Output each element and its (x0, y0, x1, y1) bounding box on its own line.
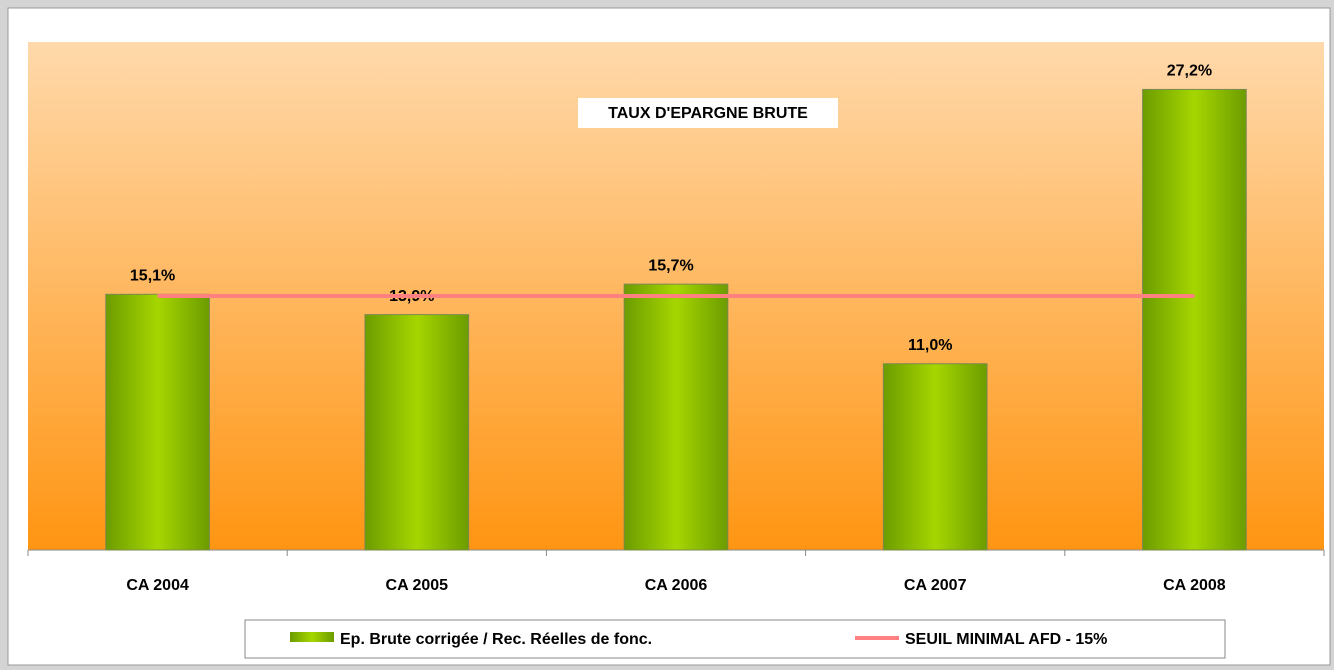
title-box (578, 98, 838, 128)
x-tick-label: CA 2007 (904, 577, 967, 594)
x-tick-label: CA 2004 (126, 577, 189, 594)
x-tick-label: CA 2008 (1163, 577, 1226, 594)
legend-label: Ep. Brute corrigée / Rec. Réelles de fon… (340, 631, 652, 648)
bar (882, 363, 988, 551)
data-label: 11,0% (908, 337, 952, 354)
legend (244, 619, 1226, 659)
bar (623, 283, 729, 551)
bar (364, 314, 470, 551)
legend-label: SEUIL MINIMAL AFD - 15% (905, 631, 1107, 648)
x-tick-label: CA 2006 (645, 577, 708, 594)
x-tick-label: CA 2005 (386, 577, 449, 594)
data-label: 15,1% (130, 268, 175, 285)
bar (1142, 88, 1247, 551)
data-label: 27,2% (1167, 63, 1212, 80)
data-label: 15,7% (648, 257, 693, 274)
legend-swatch (290, 632, 334, 642)
chart-title: TAUX D'EPARGNE BRUTE (608, 105, 808, 122)
bar (105, 293, 210, 551)
